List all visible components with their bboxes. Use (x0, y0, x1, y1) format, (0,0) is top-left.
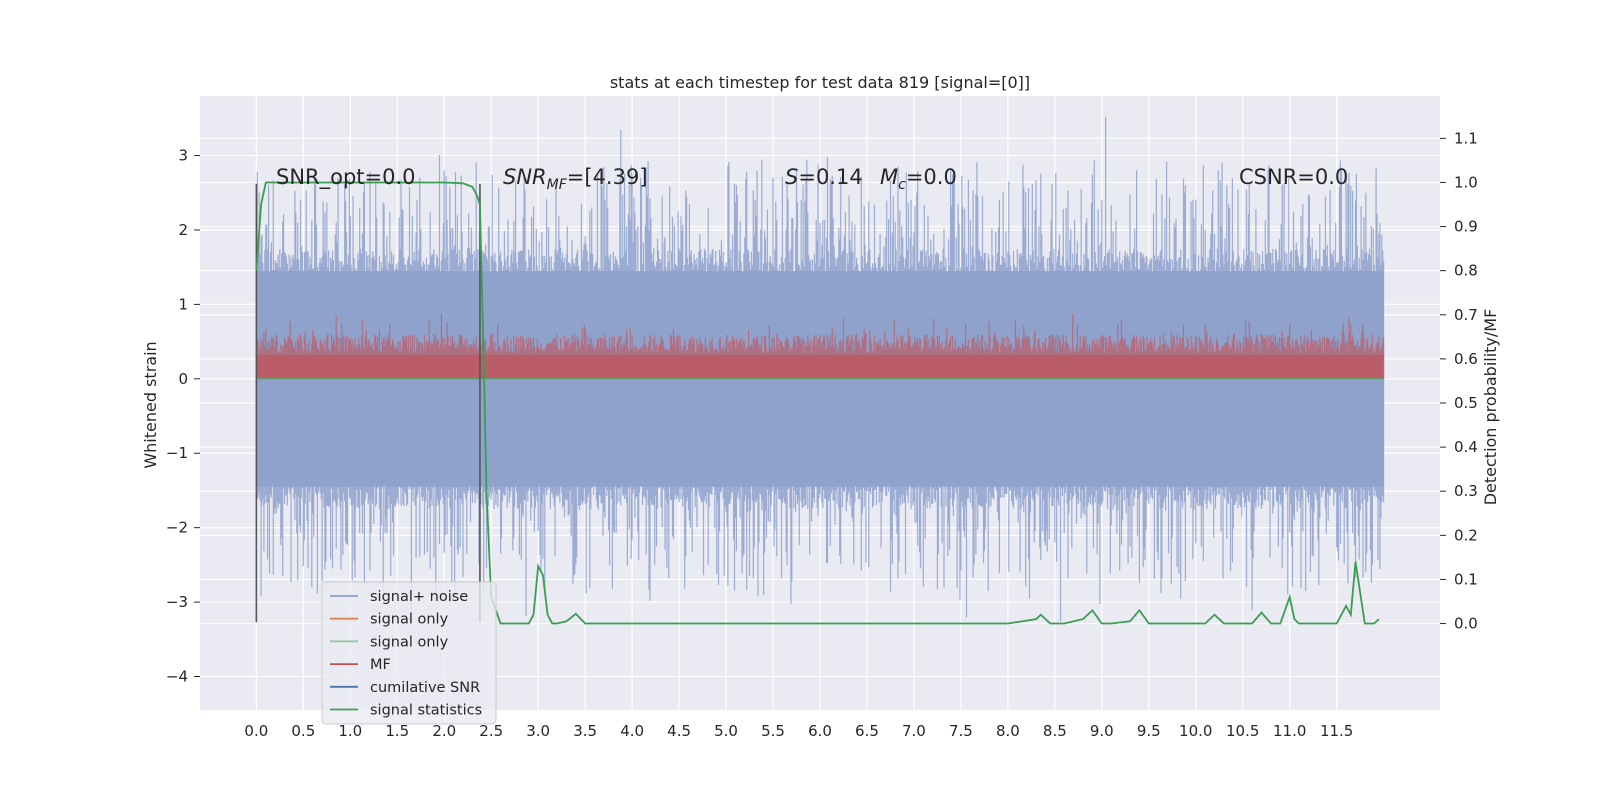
y2-tick-label: 0.1 (1454, 570, 1478, 588)
legend-label: signal only (370, 612, 449, 628)
x-tick-label: 3.5 (573, 722, 597, 740)
y-tick-label: −3 (166, 593, 188, 611)
y2-tick-label: 0.9 (1454, 218, 1478, 236)
legend: signal+ noise signal only signal only MF cum… (321, 581, 497, 725)
x-tick-label: 5.5 (761, 722, 785, 740)
y2-tick-labels: 1.1 1.0 0.9 0.8 0.7 0.6 0.5 0.4 0.3 0.2 0.1 0.0 (1454, 129, 1478, 632)
y-tick-labels: 3 2 1 0 −1 −2 −3 −4 (166, 147, 188, 686)
x-tick-label: 11.0 (1273, 722, 1306, 740)
y2-tick-label: 1.1 (1454, 129, 1478, 147)
x-tick-label: 7.0 (902, 722, 926, 740)
mf-series (255, 313, 1385, 379)
annotation-s: S=0.14 (785, 165, 863, 189)
legend-label: signal+ noise (370, 589, 468, 605)
annotation-mc: Mc=0.0 (880, 165, 957, 193)
y2-tick-label: 0.7 (1454, 306, 1478, 324)
annotation-snr-opt: SNR_opt=0.0 (276, 165, 416, 190)
legend-label: signal only (370, 634, 449, 650)
x-tick-label: 9.5 (1137, 722, 1161, 740)
x-tick-label: 11.5 (1320, 722, 1353, 740)
legend-label: MF (370, 657, 391, 673)
y2-tick-label: 1.0 (1454, 173, 1478, 191)
legend-label: cumilative SNR (370, 680, 480, 696)
y-tick-label: 3 (178, 147, 188, 165)
x-tick-label: 8.5 (1043, 722, 1067, 740)
y2-tick-label: 0.6 (1454, 350, 1478, 368)
chart-title: stats at each timestep for test data 819… (610, 73, 1030, 92)
mf-band (256, 354, 1384, 379)
y-tick-label: −4 (166, 668, 188, 686)
x-tick-label: 4.0 (620, 722, 644, 740)
legend-label: signal statistics (370, 703, 482, 719)
x-tick-label: 0.5 (291, 722, 315, 740)
x-tick-label: 6.5 (855, 722, 879, 740)
y2-axis-label: Detection probability/MF (1481, 309, 1500, 506)
y2-tick-label: 0.4 (1454, 438, 1478, 456)
signal-statistics-line (255, 181, 1380, 625)
y2-tick-label: 0.5 (1454, 394, 1478, 412)
legend-box (321, 581, 497, 725)
x-tick-label: 9.0 (1090, 722, 1114, 740)
y2-tick-label: 0.3 (1454, 482, 1478, 500)
x-tick-label: 1.0 (338, 722, 362, 740)
annotation-snr-mf: SNRMF=[4.39] (503, 165, 648, 193)
window-markers (255, 183, 481, 623)
y2-tick-label: 0.0 (1454, 615, 1478, 633)
x-tick-label: 10.0 (1179, 722, 1212, 740)
x-tick-label: 0.0 (244, 722, 268, 740)
y-tick-label: 2 (178, 221, 188, 239)
y2-tick-label: 0.2 (1454, 526, 1478, 544)
y-axis-label: Whitened strain (141, 341, 160, 468)
annotation-csnr: CSNR=0.0 (1239, 165, 1348, 189)
y-tick-label: 1 (178, 295, 188, 313)
y-tick-label: 0 (178, 370, 188, 388)
x-tick-label: 1.5 (385, 722, 409, 740)
x-tick-label: 10.5 (1226, 722, 1259, 740)
x-tick-label: 8.0 (996, 722, 1020, 740)
y2-tick-label: 0.8 (1454, 262, 1478, 280)
y-tick-label: −1 (166, 444, 188, 462)
x-tick-label: 6.0 (808, 722, 832, 740)
x-tick-label: 2.5 (479, 722, 503, 740)
x-tick-label: 2.0 (432, 722, 456, 740)
x-tick-label: 7.5 (949, 722, 973, 740)
x-tick-label: 5.0 (714, 722, 738, 740)
x-tick-labels: 0.0 0.5 1.0 1.5 2.0 2.5 3.0 3.5 4.0 4.5 5.0 5.5 6.0 6… (244, 722, 1353, 740)
y-tick-label: −2 (166, 519, 188, 537)
x-tick-label: 4.5 (667, 722, 691, 740)
x-tick-label: 3.0 (526, 722, 550, 740)
